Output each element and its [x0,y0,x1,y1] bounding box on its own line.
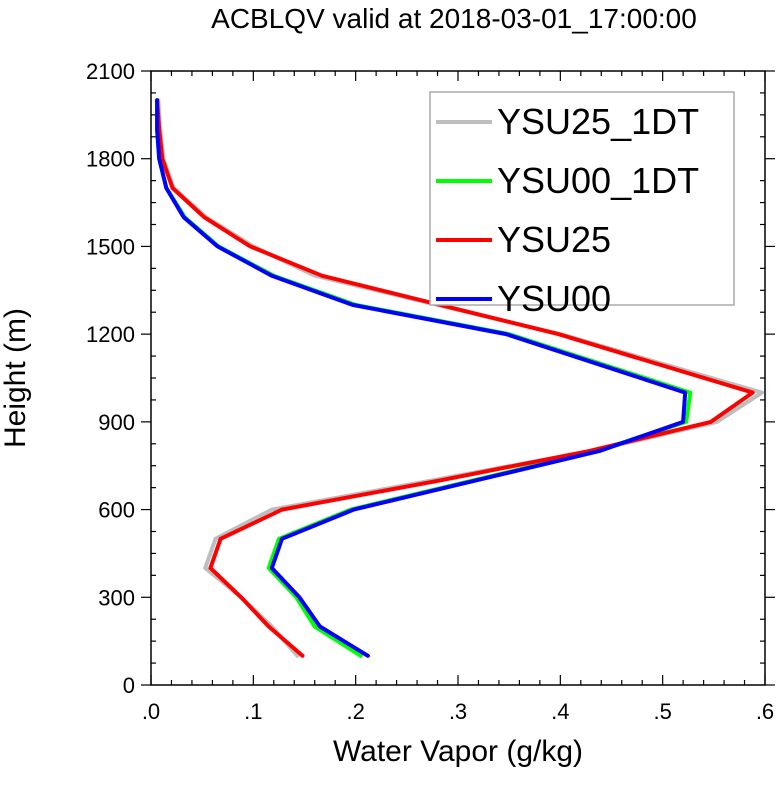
axis-tick-labels: .0 .1 .2 .3 .4 .5 .6 0 300 600 900 1200 1500 1800 2100 [86,59,774,724]
legend-label-ysu25: YSU25 [497,219,611,260]
legend: YSU25_1DT YSU00_1DT YSU25 YSU00 [429,91,735,319]
y-axis-label: Height (m) [0,308,32,448]
legend-label-ysu25-1dt: YSU25_1DT [497,101,699,142]
x-tick-label: .1 [244,699,262,724]
legend-label-ysu00: YSU00 [497,278,611,319]
y-tick-label: 900 [98,410,135,435]
x-tick-label: .6 [756,699,774,724]
x-tick-label: .2 [346,699,364,724]
y-tick-label: 1800 [86,147,135,172]
chart-title: ACBLQV valid at 2018-03-01_17:00:00 [211,3,697,34]
x-tick-label: .3 [449,699,467,724]
x-tick-label: .5 [653,699,671,724]
x-tick-label: .0 [142,699,160,724]
x-tick-label: .4 [551,699,569,724]
y-tick-label: 600 [98,498,135,523]
series-lines [155,98,764,658]
legend-box [429,91,735,306]
series-line-ysu00 [155,98,688,658]
legend-label-ysu00-1dt: YSU00_1DT [497,160,699,201]
y-tick-label: 2100 [86,59,135,84]
y-tick-label: 1200 [86,322,135,347]
series-line-ysu25 [155,98,755,658]
x-axis-label: Water Vapor (g/kg) [333,735,583,768]
y-tick-label: 1500 [86,234,135,259]
axis-ticks [141,70,775,686]
y-tick-label: 0 [123,673,135,698]
y-tick-label: 300 [98,585,135,610]
